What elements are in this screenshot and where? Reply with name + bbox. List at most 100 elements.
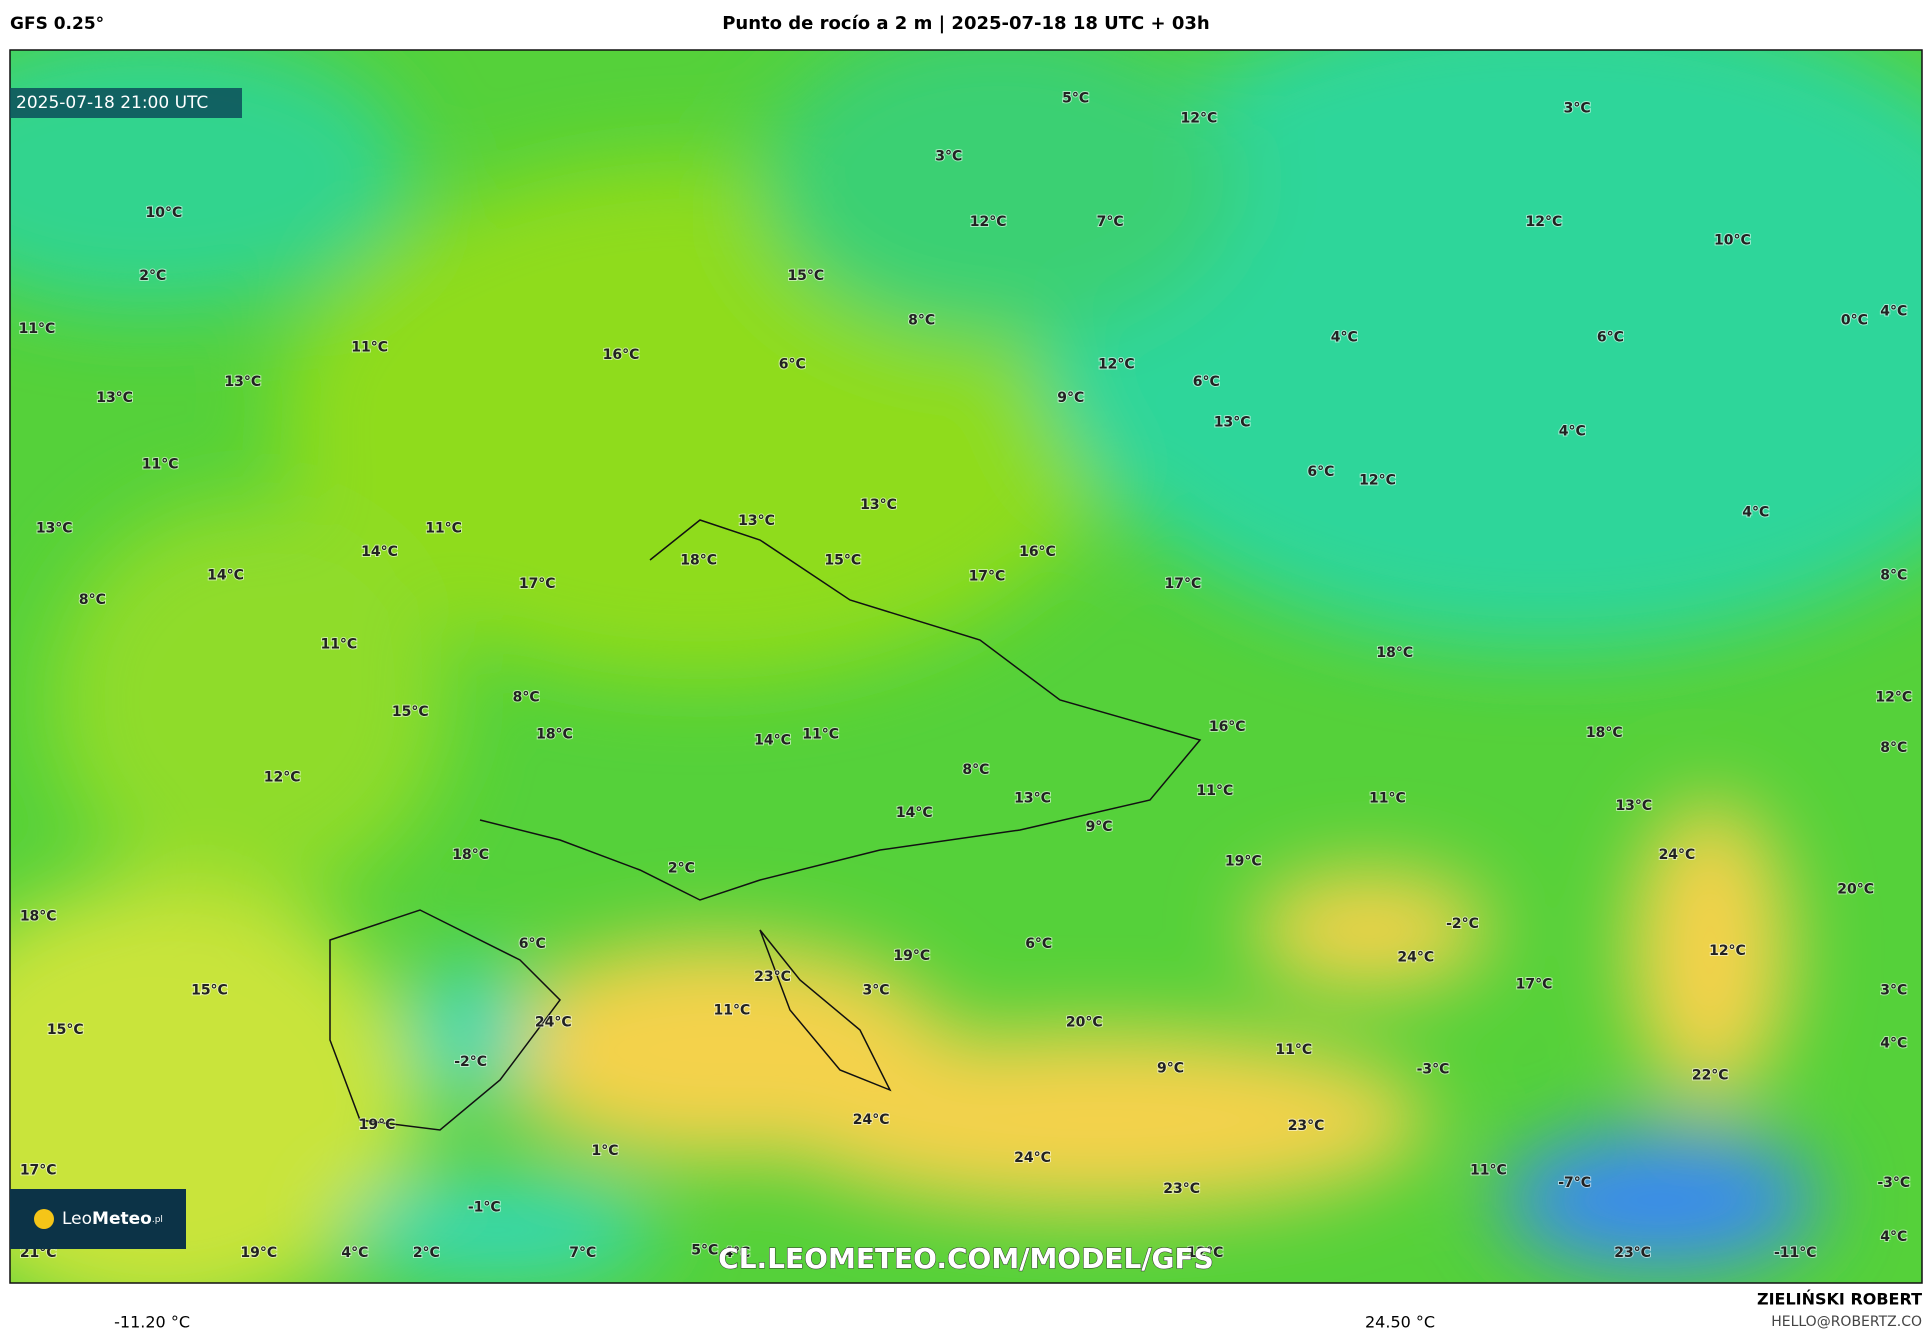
temperature-label: 19°C: [240, 1245, 277, 1261]
logo-sun: [34, 1209, 54, 1229]
temperature-label: 20°C: [1066, 1015, 1103, 1031]
temperature-label: 11°C: [351, 339, 388, 355]
temperature-label: 18°C: [1586, 725, 1623, 741]
temperature-label: 6°C: [779, 357, 806, 373]
temperature-label: 14°C: [896, 805, 933, 821]
temperature-label: 13°C: [1214, 415, 1251, 431]
temperature-label: 1°C: [591, 1143, 618, 1159]
temperature-label: 4°C: [1880, 1229, 1907, 1245]
temperature-label: 19°C: [1225, 853, 1262, 869]
temperature-label: 16°C: [603, 347, 640, 363]
temperature-label: 6°C: [1025, 936, 1052, 952]
map-frame: [9, 49, 1923, 1284]
watermark: CL.LEOMETEO.COM/MODEL/GFS: [718, 1242, 1214, 1275]
logo-text: LeoMeteo.pl: [62, 1209, 163, 1229]
temperature-label: 13°C: [1615, 798, 1652, 814]
time-badge: [10, 88, 242, 118]
map-title: Punto de rocío a 2 m | 2025-07-18 18 UTC…: [722, 13, 1210, 34]
temperature-label: 17°C: [1164, 576, 1201, 592]
temperature-label: 11°C: [1470, 1163, 1507, 1179]
temperature-label: 17°C: [20, 1163, 57, 1179]
temperature-label: 12°C: [1709, 943, 1746, 959]
temperature-label: 24°C: [535, 1015, 572, 1031]
coastline: [479, 519, 1202, 901]
temperature-label: 13°C: [224, 374, 261, 390]
temperature-label: 8°C: [79, 592, 106, 608]
temperature-label: 18°C: [680, 553, 717, 569]
temperature-label: 12°C: [1359, 473, 1396, 489]
temperature-label: 16°C: [1019, 544, 1056, 560]
temperature-label: 4°C: [1880, 1036, 1907, 1052]
temperature-label: 12°C: [1525, 214, 1562, 230]
temperature-label: 11°C: [19, 321, 56, 337]
temperature-label: 8°C: [908, 312, 935, 328]
temperature-label: 23°C: [1163, 1181, 1200, 1197]
temperature-label: 16°C: [1209, 719, 1246, 735]
temperature-label: 3°C: [863, 983, 890, 999]
temperature-label: -2°C: [1446, 916, 1479, 932]
temperature-label: 4°C: [1331, 330, 1358, 346]
temperature-label: 11°C: [425, 521, 462, 537]
colorbar-max: 24.50 °C: [1365, 1313, 1435, 1332]
temperature-label: 15°C: [47, 1022, 84, 1038]
temperature-label: 8°C: [1880, 740, 1907, 756]
author: ZIELIŃSKI ROBERT: [1757, 1290, 1922, 1309]
temperature-label: 10°C: [145, 205, 182, 221]
temperature-label: -3°C: [1417, 1062, 1450, 1078]
temperature-label: 17°C: [969, 569, 1006, 585]
temperature-label: 24°C: [853, 1112, 890, 1128]
temperature-label: 6°C: [1193, 374, 1220, 390]
temperature-label: 23°C: [1614, 1245, 1651, 1261]
temperature-label: 13°C: [1014, 790, 1051, 806]
temperature-label: 19°C: [893, 948, 930, 964]
temperature-label: 12°C: [1187, 1245, 1224, 1261]
contact: HELLO@ROBERTZ.CO: [1771, 1314, 1922, 1330]
temperature-label: 6°C: [519, 936, 546, 952]
logo-light: Leo: [62, 1209, 92, 1229]
logo-suffix: .pl: [152, 1215, 163, 1225]
temperature-label: 4°C: [341, 1245, 368, 1261]
temperature-label: 4°C: [1880, 304, 1907, 320]
temperature-label: 4°C: [1742, 505, 1769, 521]
temperature-label: 7°C: [1097, 214, 1124, 230]
temperature-label: 18°C: [20, 909, 57, 925]
colorbar-min: -11.20 °C: [114, 1313, 190, 1332]
temperature-label: 4°C: [1559, 423, 1586, 439]
temperature-label: 11°C: [714, 1002, 751, 1018]
temperature-label: 12°C: [970, 214, 1007, 230]
temperature-label: 18°C: [1376, 645, 1413, 661]
temperature-label: -7°C: [1558, 1175, 1591, 1191]
temperature-label: 3°C: [1564, 100, 1591, 116]
temperature-label: 0°C: [1841, 312, 1868, 328]
model-name: GFS 0.25°: [10, 14, 104, 34]
temperature-label: 15°C: [191, 983, 228, 999]
temperature-label: 17°C: [519, 576, 556, 592]
temperature-label: 23°C: [1288, 1118, 1325, 1134]
temperature-label: 7°C: [569, 1245, 596, 1261]
temperature-label: 13°C: [738, 513, 775, 529]
temperature-label: 19°C: [359, 1117, 396, 1133]
temperature-label: 18°C: [536, 726, 573, 742]
temperature-label: 13°C: [36, 521, 73, 537]
temperature-label: 11°C: [320, 636, 357, 652]
valid-time: 2025-07-18 21:00 UTC: [16, 93, 208, 113]
temperature-label: 18°C: [452, 847, 489, 863]
temperature-label: 12°C: [1098, 357, 1135, 373]
temperature-label: 8°C: [962, 762, 989, 778]
temperature-label: -11°C: [1774, 1245, 1817, 1261]
temperature-label: 15°C: [824, 553, 861, 569]
temperature-label: -1°C: [468, 1200, 501, 1216]
temperature-label: -3°C: [1877, 1175, 1910, 1191]
temperature-label: 12°C: [264, 769, 301, 785]
temperature-label: 6°C: [1307, 464, 1334, 480]
temperature-label: -2°C: [454, 1054, 487, 1070]
temperature-label: 11°C: [1197, 783, 1234, 799]
temperature-label: 2°C: [668, 861, 695, 877]
temperature-label: 6°C: [1597, 330, 1624, 346]
temperature-label: 10°C: [1714, 232, 1751, 248]
temperature-label: 13°C: [860, 497, 897, 513]
temperature-label: 14°C: [754, 733, 791, 749]
temperature-label: 5°C: [1062, 91, 1089, 107]
